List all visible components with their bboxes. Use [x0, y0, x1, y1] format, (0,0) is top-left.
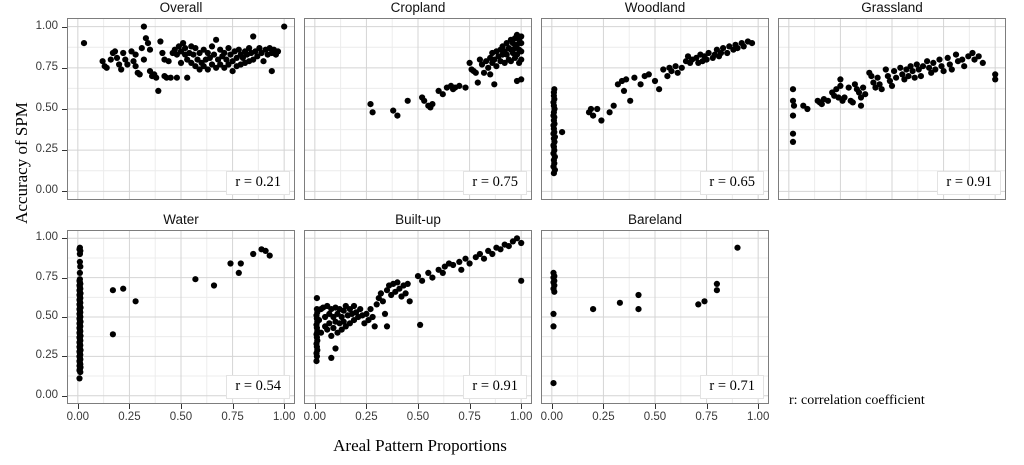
- panel-title-cropland: Cropland: [390, 0, 446, 15]
- y-tick-mark: [62, 238, 67, 240]
- x-tick-mark: [314, 404, 316, 409]
- y-tick-mark: [62, 26, 67, 28]
- y-tick-mark: [62, 109, 67, 110]
- x-tick-mark: [129, 404, 131, 409]
- plot-area-water: r = 0.54: [67, 230, 295, 404]
- scatter-plot-grassland: [778, 18, 1006, 200]
- panel-title-woodland: Woodland: [624, 0, 686, 15]
- panel-title-bareland: Bareland: [627, 212, 683, 227]
- scatter-plot-built-up: [304, 230, 532, 404]
- x-tick-mark: [469, 404, 471, 409]
- r-value-label: r = 0.91: [463, 375, 527, 399]
- y-tick-label: 0.00: [35, 184, 58, 197]
- x-tick-label: 0.50: [643, 411, 667, 423]
- y-tick-label: 0.75: [35, 270, 58, 283]
- x-tick-mark: [418, 404, 419, 409]
- x-tick-label: 0.00: [66, 411, 90, 423]
- r-value-label: r = 0.71: [700, 375, 764, 399]
- panel-cropland: Cropland r = 0.75: [304, 0, 532, 200]
- correlation-note: r: correlation coefficient: [789, 393, 925, 408]
- x-tick-mark: [655, 404, 656, 409]
- y-tick-mark: [62, 317, 67, 318]
- y-tick-mark: [62, 356, 67, 358]
- x-tick-label: 0.25: [592, 411, 615, 423]
- plot-area-grassland: r = 0.91: [778, 18, 1006, 200]
- x-tick-mark: [284, 404, 286, 409]
- x-tick-label: 0.75: [458, 411, 481, 423]
- x-tick-label: 0.25: [118, 411, 141, 423]
- x-tick-mark: [77, 404, 79, 409]
- y-tick-mark: [62, 150, 67, 152]
- y-tick-mark: [62, 395, 67, 397]
- x-tick-mark: [706, 404, 708, 409]
- y-tick-mark: [62, 277, 67, 279]
- scatter-plot-overall: [67, 18, 295, 200]
- x-tick-label: 0.50: [406, 411, 430, 423]
- panel-water: Water r = 0.54: [67, 212, 295, 404]
- plot-area-overall: r = 0.21: [67, 18, 295, 200]
- x-tick-mark: [551, 404, 553, 409]
- x-tick-label: 0.75: [221, 411, 244, 423]
- r-value-label: r = 0.91: [937, 171, 1001, 195]
- r-value-label: r = 0.75: [463, 171, 527, 195]
- panel-title-water: Water: [163, 212, 199, 227]
- scatter-plot-woodland: [541, 18, 769, 200]
- y-tick-mark: [62, 67, 67, 69]
- plot-area-woodland: r = 0.65: [541, 18, 769, 200]
- y-tick-label: 0.00: [35, 388, 58, 401]
- y-tick-label: 1.00: [35, 19, 58, 32]
- r-value-label: r = 0.54: [226, 375, 290, 399]
- panel-woodland: Woodland r = 0.65: [541, 0, 769, 200]
- x-tick-mark: [603, 404, 605, 409]
- plot-area-cropland: r = 0.75: [304, 18, 532, 200]
- x-tick-label: 1.00: [509, 411, 533, 423]
- x-tick-label: 1.00: [272, 411, 296, 423]
- y-tick-label: 1.00: [35, 231, 58, 244]
- x-tick-label: 0.50: [169, 411, 193, 423]
- panel-title-grassland: Grassland: [861, 0, 923, 15]
- x-tick-label: 0.00: [540, 411, 564, 423]
- x-tick-mark: [521, 404, 523, 409]
- panel-built-up: Built-up r = 0.91: [304, 212, 532, 404]
- panel-title-overall: Overall: [159, 0, 203, 15]
- x-tick-mark: [181, 404, 182, 409]
- plot-area-built-up: r = 0.91: [304, 230, 532, 404]
- x-tick-mark: [758, 404, 760, 409]
- y-tick-label: 0.50: [35, 310, 58, 322]
- x-tick-label: 0.75: [695, 411, 718, 423]
- x-tick-mark: [232, 404, 234, 409]
- panel-overall: Overall r = 0.21: [67, 0, 295, 200]
- r-value-label: r = 0.21: [226, 171, 290, 195]
- y-tick-mark: [62, 191, 67, 193]
- panel-title-built-up: Built-up: [395, 212, 441, 227]
- x-tick-label: 0.25: [355, 411, 378, 423]
- y-tick-label: 0.75: [35, 60, 58, 73]
- y-tick-label: 0.50: [35, 102, 58, 114]
- scatter-plot-cropland: [304, 18, 532, 200]
- x-tick-label: 0.00: [303, 411, 327, 423]
- x-tick-mark: [366, 404, 368, 409]
- x-axis-title: Areal Pattern Proportions: [333, 436, 507, 455]
- y-tick-label: 0.25: [35, 349, 58, 362]
- plot-area-bareland: r = 0.71: [541, 230, 769, 404]
- r-value-label: r = 0.65: [700, 171, 764, 195]
- panel-bareland: Bareland r = 0.71: [541, 212, 769, 404]
- panel-grassland: Grassland r = 0.91: [778, 0, 1006, 200]
- x-tick-label: 1.00: [746, 411, 770, 423]
- y-tick-label: 0.25: [35, 143, 58, 156]
